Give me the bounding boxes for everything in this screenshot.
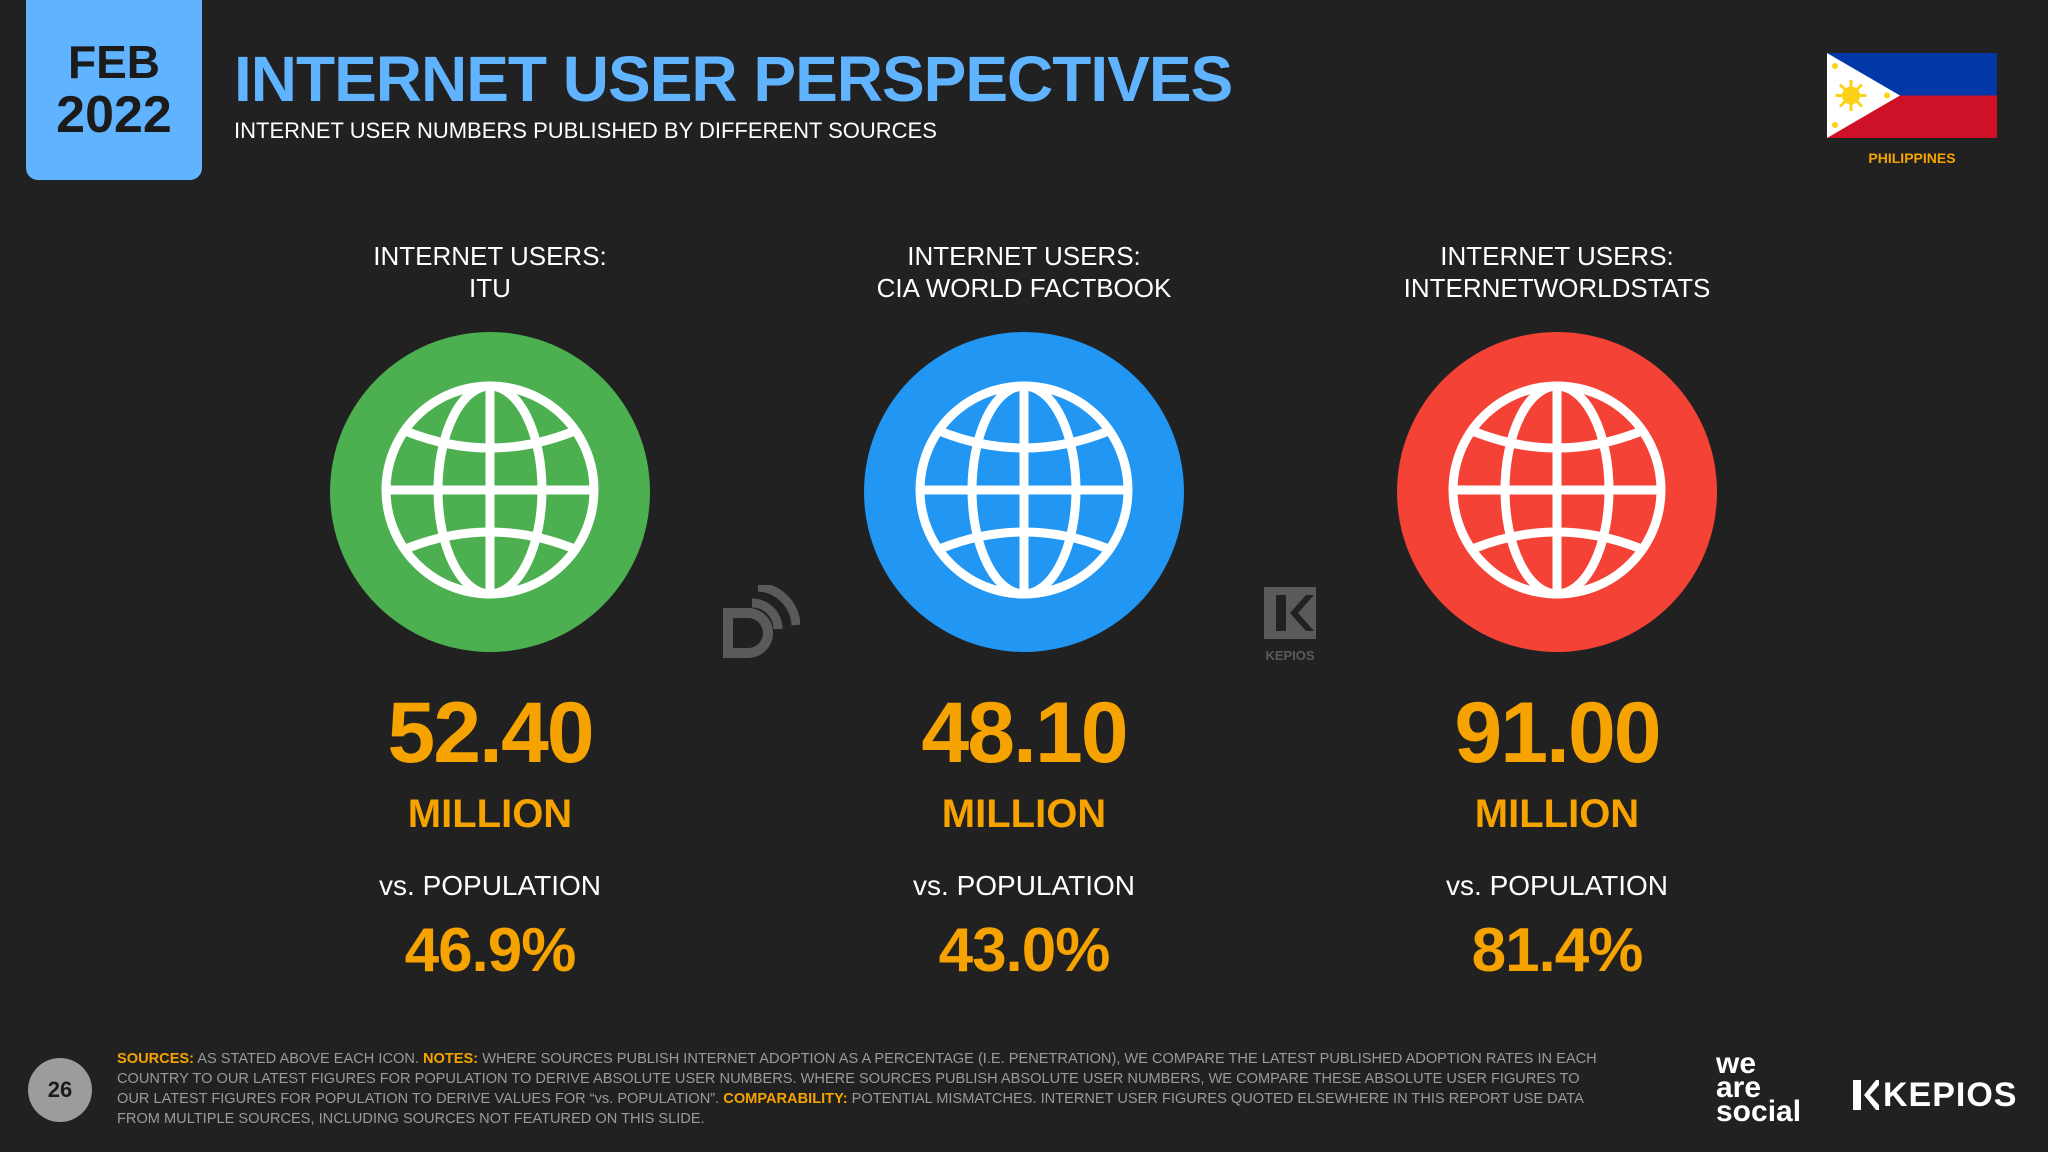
kepios-watermark: KEPIOS bbox=[1262, 585, 1318, 663]
notes-text: WHERE SOURCES PUBLISH INTERNET ADOPTION … bbox=[117, 1051, 1597, 1107]
date-year: 2022 bbox=[56, 86, 172, 144]
notes-label: NOTES: bbox=[423, 1051, 479, 1067]
population-label: vs. POPULATION bbox=[913, 870, 1135, 901]
source-circle bbox=[1397, 332, 1717, 652]
population-label: vs. POPULATION bbox=[1446, 870, 1668, 901]
source-column-internetworldstats: INTERNET USERS: INTERNETWORLDSTATS 91.00… bbox=[1317, 240, 1797, 982]
logo-word-are: are bbox=[1716, 1071, 1762, 1104]
globe-icon bbox=[914, 380, 1134, 605]
source-circle bbox=[330, 332, 650, 652]
country-label: PHILIPPINES bbox=[1868, 150, 1956, 166]
globe-icon bbox=[380, 380, 600, 605]
page-number: 26 bbox=[28, 1058, 92, 1122]
kepios-watermark-icon bbox=[1264, 587, 1316, 639]
source-title: INTERNET USERS: CIA WORLD FACTBOOK bbox=[876, 241, 1172, 303]
source-title: INTERNET USERS: INTERNETWORLDSTATS bbox=[1403, 241, 1711, 303]
user-count-unit: MILLION bbox=[407, 792, 573, 836]
source-title: INTERNET USERS: ITU bbox=[373, 241, 607, 303]
kepios-watermark-label: KEPIOS bbox=[1265, 648, 1315, 663]
datareportal-watermark-icon bbox=[723, 585, 800, 658]
population-percentage: 81.4% bbox=[1471, 916, 1644, 985]
population-label: vs. POPULATION bbox=[379, 870, 601, 901]
date-month: FEB bbox=[68, 36, 160, 88]
comparability-text: POTENTIAL MISMATCHES. INTERNET USER FIGU… bbox=[117, 1091, 1584, 1127]
population-percentage: 46.9% bbox=[404, 916, 577, 985]
date-badge: FEB 2022 bbox=[26, 0, 202, 180]
user-count-unit: MILLION bbox=[1474, 792, 1640, 836]
page-title: INTERNET USER PERSPECTIVES bbox=[234, 43, 1233, 115]
page-subtitle: INTERNET USER NUMBERS PUBLISHED BY DIFFE… bbox=[234, 118, 937, 143]
user-count-unit: MILLION bbox=[941, 792, 1107, 836]
logo-word-social: social bbox=[1716, 1095, 1802, 1128]
source-circle bbox=[864, 332, 1184, 652]
kepios-logo: KEPIOS bbox=[1853, 1075, 2017, 1115]
user-count-value: 52.40 bbox=[387, 685, 594, 781]
user-count-value: 91.00 bbox=[1454, 685, 1661, 781]
sources-label: SOURCES: bbox=[117, 1051, 195, 1067]
footer-notes: SOURCES: AS STATED ABOVE EACH ICON. NOTE… bbox=[117, 1049, 1597, 1129]
globe-icon bbox=[1447, 380, 1667, 605]
kepios-logo-text: KEPIOS bbox=[1883, 1075, 2018, 1114]
source-column-cia: INTERNET USERS: CIA WORLD FACTBOOK 48.10… bbox=[784, 240, 1264, 982]
user-count-value: 48.10 bbox=[921, 685, 1128, 781]
population-percentage: 43.0% bbox=[938, 916, 1111, 985]
source-column-itu: INTERNET USERS: ITU 52.40 MILLION vs. PO… bbox=[250, 240, 730, 982]
logo-word-we: we bbox=[1716, 1047, 1757, 1080]
we-are-social-logo: we are social bbox=[1716, 1047, 1826, 1128]
sources-text: AS STATED ABOVE EACH ICON. bbox=[194, 1051, 423, 1067]
philippines-flag-icon bbox=[1827, 53, 1997, 138]
kepios-logo-icon bbox=[1853, 1080, 1879, 1110]
comparability-label: COMPARABILITY: bbox=[723, 1091, 848, 1107]
